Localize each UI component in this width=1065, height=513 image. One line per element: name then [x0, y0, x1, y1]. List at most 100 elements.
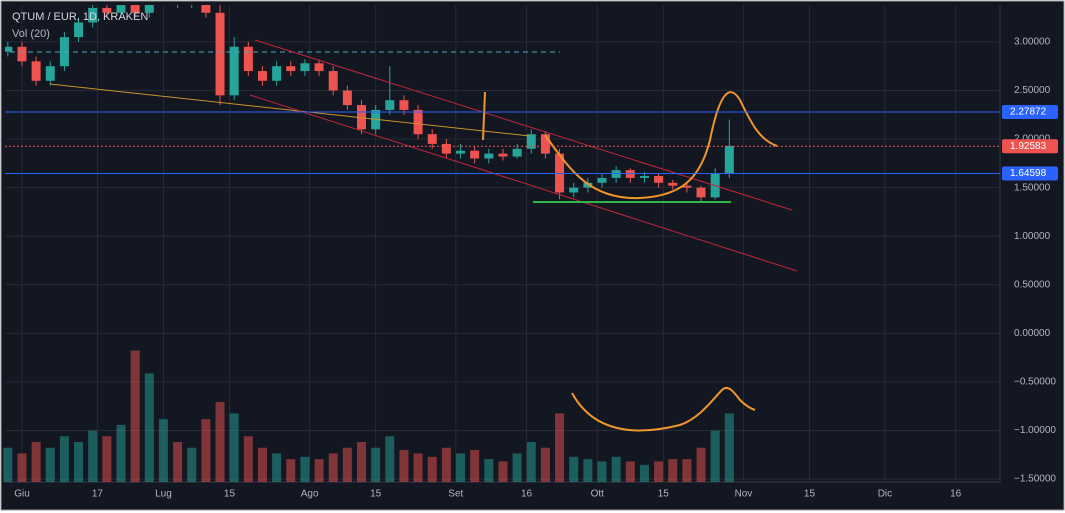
volume-bar [243, 436, 253, 482]
volume-bar [470, 450, 480, 482]
candle-body [399, 100, 409, 110]
candle-body [88, 7, 98, 23]
channel-bottom [249, 94, 798, 272]
volume-bar [31, 442, 41, 482]
candle-body [201, 5, 211, 13]
volume-bar [74, 442, 84, 482]
x-tick-label: 15 [370, 489, 382, 500]
candle-body [569, 187, 579, 193]
volume-bar [682, 459, 692, 482]
volume-bar [540, 447, 550, 482]
volume-bar [102, 436, 112, 482]
price-label-box [1002, 104, 1058, 119]
volume-bar [257, 447, 267, 482]
candle-body [116, 5, 126, 13]
candle-body [342, 90, 352, 106]
candle-body [456, 150, 466, 154]
candle-body [314, 63, 324, 72]
candle-body [682, 185, 692, 188]
candle-body [31, 61, 41, 81]
candle-body [5, 46, 13, 52]
x-tick-label: 16 [521, 489, 533, 500]
candle-body [45, 66, 55, 81]
candle-body [696, 187, 706, 198]
volume-bar [45, 447, 55, 482]
candle-body [441, 143, 451, 154]
volume-bar [371, 447, 381, 482]
price-label: 1.92583 [1010, 141, 1047, 152]
volume-curve [571, 386, 756, 432]
candle-body [498, 153, 508, 157]
candle-body [300, 63, 310, 72]
x-tick-label: 17 [92, 489, 104, 500]
volume-bar [130, 350, 140, 482]
volume-bar [639, 464, 649, 482]
candle-body [654, 175, 664, 183]
price-label-box [1002, 139, 1058, 154]
x-tick-label: 15 [804, 489, 816, 500]
volume-bar [300, 456, 310, 482]
y-tick-label: 2.00000 [1014, 134, 1051, 145]
volume-bar [272, 453, 282, 482]
candle-body [144, 5, 154, 13]
volume-bar [597, 461, 607, 482]
candle-body [257, 71, 267, 81]
volume-bar [484, 459, 494, 482]
candle-body [130, 5, 140, 13]
y-tick-label: 0.50000 [1014, 279, 1051, 290]
chart-title: QTUM / EUR, 1D, KRAKEN [12, 11, 148, 23]
x-tick-label: Nov [735, 489, 753, 500]
volume-bar [3, 447, 13, 482]
volume-bar [17, 453, 27, 482]
candle-body [243, 46, 253, 72]
volume-bar [158, 419, 168, 482]
x-tick-label: Lug [155, 489, 172, 500]
volume-bar [173, 442, 183, 482]
volume-bar [611, 456, 621, 482]
volume-bar [555, 413, 565, 482]
candle-body [484, 153, 494, 159]
candle-body [385, 100, 395, 110]
candle-body [74, 22, 84, 38]
volume-bar [385, 436, 395, 482]
x-tick-label: Ott [591, 489, 605, 500]
volume-bar [342, 447, 352, 482]
volume-bar [668, 459, 678, 482]
volume-bar [116, 424, 126, 482]
x-tick-label: 15 [224, 489, 236, 500]
candle-body [583, 182, 593, 188]
y-tick-label: 2.50000 [1014, 85, 1051, 96]
price-label: 2.27872 [1010, 107, 1047, 118]
volume-bar [569, 456, 579, 482]
candle-body [526, 134, 536, 149]
candle-body [17, 46, 27, 62]
price-label: 1.64598 [1010, 168, 1047, 179]
volume-bar [328, 453, 338, 482]
trend-line [49, 83, 531, 137]
volume-bar [399, 450, 409, 482]
candle-body [540, 134, 550, 154]
drawings [10, 39, 798, 432]
volume-bar [456, 453, 466, 482]
candle-body [229, 46, 239, 96]
candle-body [215, 12, 225, 96]
x-tick-label: Set [448, 489, 463, 500]
price-label-box [1002, 166, 1058, 181]
candle-body [427, 134, 437, 144]
candle-body [724, 145, 734, 174]
x-tick-label: 15 [658, 489, 670, 500]
channel-top [254, 39, 793, 211]
candle-body [102, 7, 112, 13]
volume-bar [625, 461, 635, 482]
y-tick-label: 1.00000 [1014, 231, 1051, 242]
candle-body [512, 148, 522, 157]
volume-bar [512, 453, 522, 482]
candle-body [286, 66, 296, 72]
volume-bar [413, 453, 423, 482]
volume-bar [357, 442, 367, 482]
candle-body [625, 170, 635, 178]
candle-body [357, 105, 367, 130]
candle-body [668, 182, 678, 186]
